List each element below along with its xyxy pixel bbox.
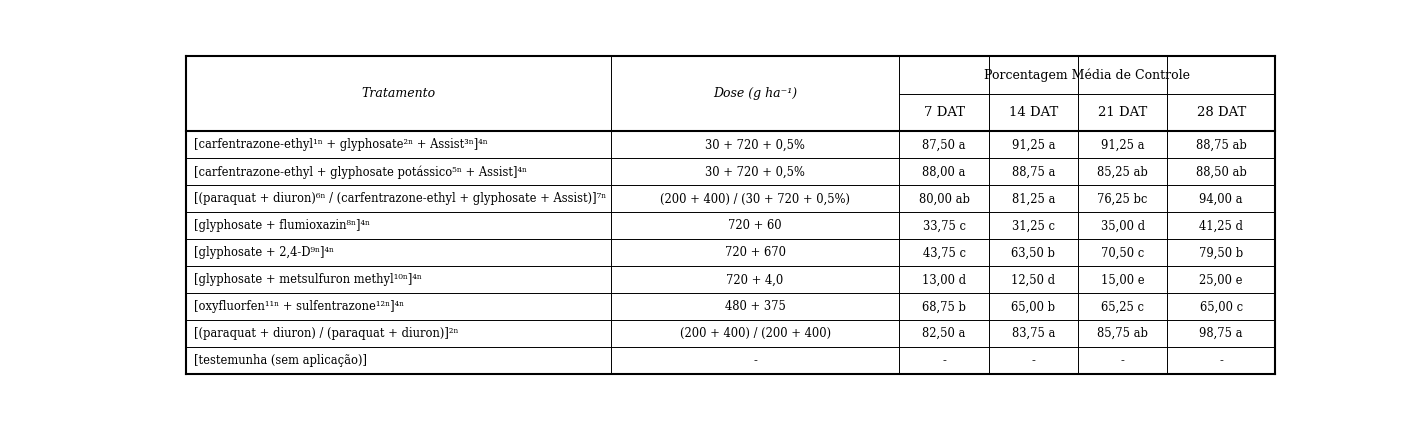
Text: Porcentagem Média de Controle: Porcentagem Média de Controle <box>984 68 1190 82</box>
Text: 76,25 bc: 76,25 bc <box>1098 193 1147 205</box>
Text: 21 DAT: 21 DAT <box>1098 106 1147 119</box>
Text: (200 + 400) / (200 + 400): (200 + 400) / (200 + 400) <box>679 327 831 340</box>
Text: 88,75 a: 88,75 a <box>1011 165 1055 178</box>
Text: -: - <box>1219 354 1224 367</box>
Text: Tratamento: Tratamento <box>362 87 435 100</box>
Text: Dose (g ha⁻¹): Dose (g ha⁻¹) <box>713 87 797 100</box>
Text: 65,25 c: 65,25 c <box>1102 300 1144 313</box>
Text: 85,25 ab: 85,25 ab <box>1098 165 1149 178</box>
Text: 25,00 e: 25,00 e <box>1200 273 1244 286</box>
Text: 87,50 a: 87,50 a <box>922 138 966 152</box>
Text: [(paraquat + diuron) / (paraquat + diuron)]²ⁿ: [(paraquat + diuron) / (paraquat + diuro… <box>194 327 458 340</box>
Text: 720 + 60: 720 + 60 <box>729 219 781 232</box>
Text: 30 + 720 + 0,5%: 30 + 720 + 0,5% <box>705 165 805 178</box>
Text: [oxyfluorfen¹¹ⁿ + sulfentrazone¹²ⁿ]⁴ⁿ: [oxyfluorfen¹¹ⁿ + sulfentrazone¹²ⁿ]⁴ⁿ <box>194 300 404 313</box>
Text: 83,75 a: 83,75 a <box>1011 327 1055 340</box>
Text: 30 + 720 + 0,5%: 30 + 720 + 0,5% <box>705 138 805 152</box>
Text: 80,00 ab: 80,00 ab <box>919 193 970 205</box>
Text: -: - <box>753 354 757 367</box>
Text: 79,50 b: 79,50 b <box>1200 246 1244 259</box>
Text: 88,75 ab: 88,75 ab <box>1195 138 1246 152</box>
Text: 720 + 4,0: 720 + 4,0 <box>726 273 784 286</box>
Text: 91,25 a: 91,25 a <box>1100 138 1144 152</box>
Text: [(paraquat + diuron)⁶ⁿ / (carfentrazone-ethyl + glyphosate + Assist)]⁷ⁿ: [(paraquat + diuron)⁶ⁿ / (carfentrazone-… <box>194 193 605 205</box>
Text: 7 DAT: 7 DAT <box>923 106 964 119</box>
Text: 31,25 c: 31,25 c <box>1012 219 1055 232</box>
Text: 88,00 a: 88,00 a <box>922 165 966 178</box>
Text: 85,75 ab: 85,75 ab <box>1098 327 1149 340</box>
Text: [glyphosate + 2,4-D⁹ⁿ]⁴ⁿ: [glyphosate + 2,4-D⁹ⁿ]⁴ⁿ <box>194 246 333 259</box>
Text: 28 DAT: 28 DAT <box>1197 106 1246 119</box>
Text: -: - <box>1120 354 1124 367</box>
Text: [glyphosate + flumioxazin⁸ⁿ]⁴ⁿ: [glyphosate + flumioxazin⁸ⁿ]⁴ⁿ <box>194 219 370 232</box>
Text: -: - <box>1031 354 1035 367</box>
Text: 12,50 d: 12,50 d <box>1011 273 1055 286</box>
Text: 88,50 ab: 88,50 ab <box>1195 165 1246 178</box>
Text: 82,50 a: 82,50 a <box>922 327 966 340</box>
Text: 94,00 a: 94,00 a <box>1200 193 1244 205</box>
Text: 65,00 c: 65,00 c <box>1200 300 1242 313</box>
Text: [glyphosate + metsulfuron methyl¹⁰ⁿ]⁴ⁿ: [glyphosate + metsulfuron methyl¹⁰ⁿ]⁴ⁿ <box>194 273 421 286</box>
Text: 65,00 b: 65,00 b <box>1011 300 1055 313</box>
Text: 14 DAT: 14 DAT <box>1008 106 1058 119</box>
Text: 91,25 a: 91,25 a <box>1011 138 1055 152</box>
Text: -: - <box>942 354 946 367</box>
Text: 68,75 b: 68,75 b <box>922 300 966 313</box>
Text: 63,50 b: 63,50 b <box>1011 246 1055 259</box>
Text: [testemunha (sem aplicação)]: [testemunha (sem aplicação)] <box>194 354 367 367</box>
Text: 81,25 a: 81,25 a <box>1011 193 1055 205</box>
Text: (200 + 400) / (30 + 720 + 0,5%): (200 + 400) / (30 + 720 + 0,5%) <box>659 193 849 205</box>
Text: 41,25 d: 41,25 d <box>1200 219 1244 232</box>
Text: [carfentrazone-ethyl¹ⁿ + glyphosate²ⁿ + Assist³ⁿ]⁴ⁿ: [carfentrazone-ethyl¹ⁿ + glyphosate²ⁿ + … <box>194 138 488 152</box>
Text: 13,00 d: 13,00 d <box>922 273 966 286</box>
Text: 70,50 c: 70,50 c <box>1100 246 1144 259</box>
Text: 35,00 d: 35,00 d <box>1100 219 1144 232</box>
Text: 15,00 e: 15,00 e <box>1100 273 1144 286</box>
Text: 33,75 c: 33,75 c <box>923 219 966 232</box>
Text: 720 + 670: 720 + 670 <box>725 246 786 259</box>
Text: [carfentrazone-ethyl + glyphosate potássico⁵ⁿ + Assist]⁴ⁿ: [carfentrazone-ethyl + glyphosate potáss… <box>194 165 526 178</box>
Text: 98,75 a: 98,75 a <box>1200 327 1244 340</box>
Text: 43,75 c: 43,75 c <box>923 246 966 259</box>
Text: 480 + 375: 480 + 375 <box>725 300 786 313</box>
